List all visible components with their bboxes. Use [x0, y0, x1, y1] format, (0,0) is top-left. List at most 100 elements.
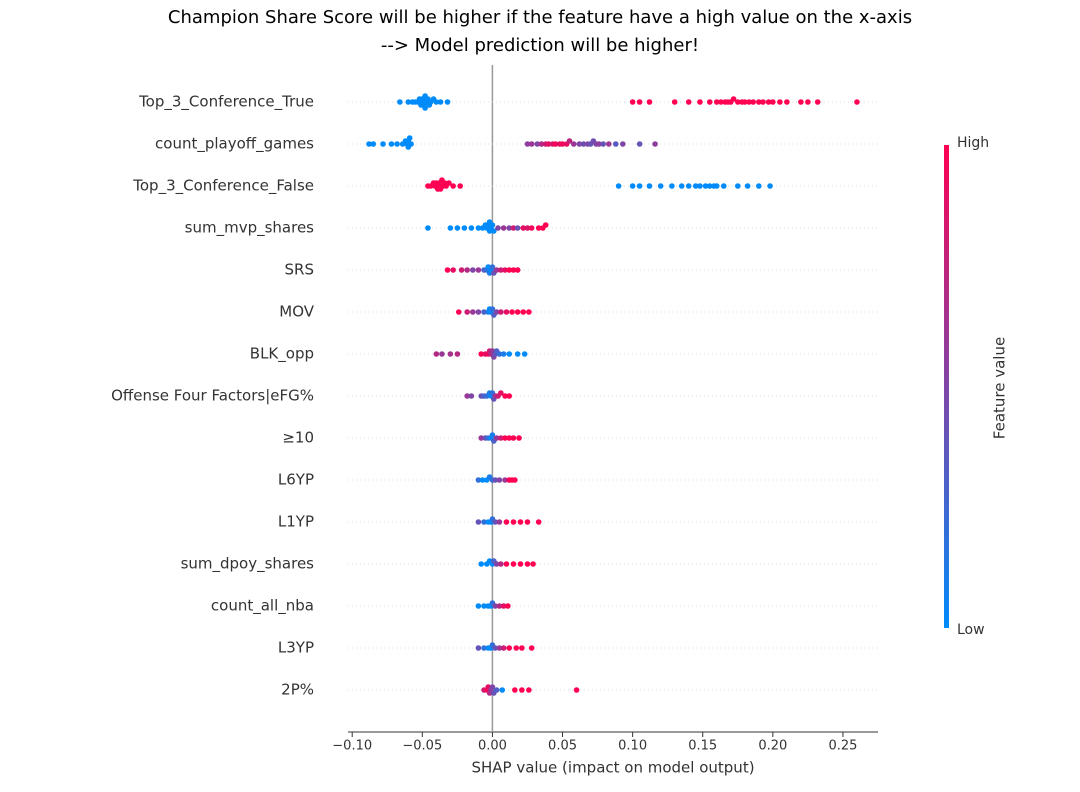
shap-point	[741, 99, 748, 105]
shap-point	[502, 477, 508, 483]
shap-point	[469, 267, 476, 273]
shap-point	[692, 183, 699, 189]
shap-point	[615, 183, 622, 189]
shap-point	[444, 99, 451, 105]
feature-label: count_playoff_games	[155, 135, 314, 154]
shap-point	[478, 561, 485, 567]
shap-point	[756, 183, 762, 189]
shap-point	[454, 225, 461, 231]
shap-point	[596, 141, 602, 147]
shap-point	[600, 141, 606, 147]
shap-point	[652, 141, 658, 147]
shap-point	[854, 99, 860, 105]
shap-point	[496, 351, 503, 357]
shap-point	[498, 390, 504, 396]
shap-point	[542, 222, 549, 228]
shap-point	[468, 225, 475, 231]
shap-point	[636, 141, 643, 147]
shap-point	[370, 141, 377, 147]
shap-point	[405, 99, 412, 105]
shap-point	[478, 435, 485, 441]
shap-point	[450, 183, 456, 189]
shap-point	[475, 603, 482, 609]
shap-point	[479, 477, 486, 483]
shap-point	[461, 225, 468, 231]
shap-point	[718, 99, 724, 105]
feature-label: count_all_nba	[211, 597, 314, 616]
colorbar-low: Low	[957, 622, 985, 638]
feature-label: sum_dpoy_shares	[181, 555, 315, 574]
shap-point	[502, 393, 508, 399]
shap-point	[636, 183, 643, 189]
shap-point	[573, 687, 580, 693]
shap-point	[475, 309, 482, 315]
shap-point	[746, 99, 752, 105]
shap-point	[509, 309, 515, 315]
shap-point	[493, 561, 500, 567]
shap-point	[496, 519, 503, 525]
shap-point	[784, 99, 790, 105]
shap-point	[552, 141, 559, 147]
shap-point	[530, 561, 536, 567]
shap-point	[580, 141, 587, 147]
shap-point	[706, 99, 713, 105]
shap-point	[506, 393, 513, 399]
shap-point	[492, 645, 499, 651]
shap-point	[734, 183, 741, 189]
feature-label: MOV	[279, 303, 314, 321]
feature-label: Offense Four Factors|eFG%	[111, 387, 314, 405]
shap-point	[512, 687, 518, 693]
shap-point	[481, 309, 487, 315]
shap-point	[408, 141, 414, 147]
shap-point	[524, 519, 531, 525]
shap-point	[475, 267, 482, 273]
colorbar	[944, 145, 949, 628]
shap-point	[770, 99, 776, 105]
shap-point	[517, 519, 524, 525]
shap-point	[510, 267, 517, 273]
shap-point	[506, 267, 513, 273]
shap-point	[458, 267, 465, 273]
shap-point	[720, 183, 727, 189]
colorbar-high: High	[957, 135, 989, 151]
shap-point	[446, 180, 452, 186]
shap-point	[576, 141, 583, 147]
shap-point	[510, 435, 517, 441]
shap-point	[559, 141, 566, 147]
feature-label: SRS	[285, 261, 314, 279]
shap-point	[510, 225, 517, 231]
shap-point	[534, 141, 541, 147]
shap-point	[433, 351, 440, 357]
shap-point	[506, 351, 513, 357]
x-tick-label: 0.15	[688, 739, 717, 754]
shap-point	[496, 477, 503, 483]
shap-point	[500, 351, 507, 357]
shap-point	[520, 309, 527, 315]
shap-point	[406, 135, 413, 141]
shap-point	[545, 141, 552, 147]
shap-point	[499, 687, 506, 693]
shap-point	[464, 309, 470, 315]
shap-point	[492, 519, 499, 525]
shap-point	[478, 351, 485, 357]
shap-point	[566, 138, 573, 144]
shap-point	[491, 228, 497, 234]
shap-point	[535, 225, 542, 231]
shap-point	[646, 99, 653, 105]
shap-point	[447, 225, 454, 231]
shap-point	[503, 561, 510, 567]
shap-point	[469, 309, 476, 315]
shap-point	[495, 225, 501, 231]
shap-point	[475, 645, 482, 651]
shap-point	[629, 183, 636, 189]
shap-point	[760, 99, 766, 105]
shap-point	[489, 684, 496, 690]
shap-point	[669, 183, 675, 189]
shap-point	[744, 183, 751, 189]
shap-point	[777, 99, 783, 105]
shap-point	[535, 519, 542, 525]
shap-point	[500, 225, 507, 231]
shap-point	[510, 519, 517, 525]
feature-label: sum_mvp_shares	[185, 219, 315, 238]
